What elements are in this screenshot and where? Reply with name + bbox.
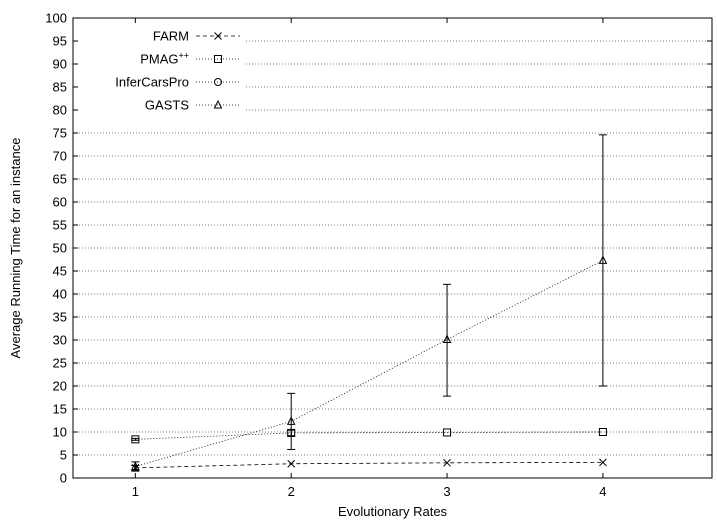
x-tick-label: 1 — [132, 484, 139, 499]
legend-item-gasts: GASTS — [145, 98, 240, 113]
x-axis-title: Evolutionary Rates — [338, 504, 448, 519]
y-tick-label: 40 — [53, 287, 67, 302]
data-point — [131, 435, 140, 444]
y-tick-label: 65 — [53, 172, 67, 187]
marker-stroke — [214, 32, 222, 40]
y-tick-label: 30 — [53, 333, 67, 348]
legend-label: InferCarsPro — [115, 75, 189, 90]
plot-frame — [72, 17, 713, 479]
y-tick-label: 60 — [53, 195, 67, 210]
legend-marker — [213, 99, 223, 109]
y-tick-label: 80 — [53, 103, 67, 118]
marker-stroke — [443, 458, 451, 467]
legend-marker — [214, 32, 222, 40]
series-gasts — [131, 134, 608, 472]
legend-item-pmag-: PMAG++ — [140, 51, 240, 67]
y-tick-label: 75 — [53, 126, 67, 141]
y-tick-label: 50 — [53, 241, 67, 256]
data-point — [599, 458, 607, 467]
x-tick-label: 4 — [599, 484, 606, 499]
y-tick-label: 0 — [60, 471, 67, 486]
legend-label: GASTS — [145, 98, 189, 113]
marker-stroke — [287, 459, 296, 468]
legend-label: FARM — [153, 29, 189, 44]
data-point — [598, 428, 607, 436]
y-axis: 0 5 10 15 20 25 30 35 40 45 50 55 60 65 70 75 80 85 90 95 10… — [45, 11, 712, 486]
y-tick-label: 45 — [53, 264, 67, 279]
y-tick-label: 20 — [53, 379, 67, 394]
legend-label-superscript: ++ — [178, 51, 189, 61]
marker-stroke — [599, 458, 607, 467]
series-pmag- — [131, 428, 607, 444]
data-point — [442, 334, 452, 344]
data-point — [443, 428, 452, 437]
legend-marker — [214, 78, 222, 86]
x-tick-label: 2 — [288, 484, 295, 499]
series-line — [135, 461, 603, 469]
plot-area — [131, 134, 608, 472]
x-axis: 1 2 3 4 — [132, 18, 607, 499]
data-point — [286, 416, 296, 425]
data-point — [131, 461, 140, 470]
series-line — [135, 431, 603, 440]
y-axis-title: Average Running Time for an instance — [8, 138, 23, 359]
y-tick-label: 35 — [53, 310, 67, 325]
y-tick-label: 25 — [53, 356, 67, 371]
x-tick-label: 3 — [443, 484, 450, 499]
legend-item-farm: FARM — [153, 29, 240, 44]
y-tick-label: 95 — [53, 34, 67, 49]
y-tick-label: 90 — [53, 57, 67, 72]
y-tick-label: 10 — [53, 425, 67, 440]
series-line — [135, 260, 604, 467]
data-point — [287, 459, 296, 468]
legend-marker — [214, 55, 222, 63]
y-tick-label: 100 — [45, 11, 67, 26]
data-point — [443, 458, 451, 467]
data-point — [598, 255, 608, 264]
y-tick-label: 85 — [53, 80, 67, 95]
legend-item-infercarspro: InferCarsPro — [115, 75, 240, 90]
y-tick-label: 55 — [53, 218, 67, 233]
series-farm — [131, 458, 607, 472]
legend: FARM PMAG++ InferCarsPro GASTS — [115, 29, 240, 113]
legend-label: PMAG++ — [140, 51, 189, 67]
y-tick-label: 70 — [53, 149, 67, 164]
y-tick-label: 15 — [53, 402, 67, 417]
y-tick-label: 5 — [60, 448, 67, 463]
legend-label-base: PMAG — [140, 52, 178, 67]
